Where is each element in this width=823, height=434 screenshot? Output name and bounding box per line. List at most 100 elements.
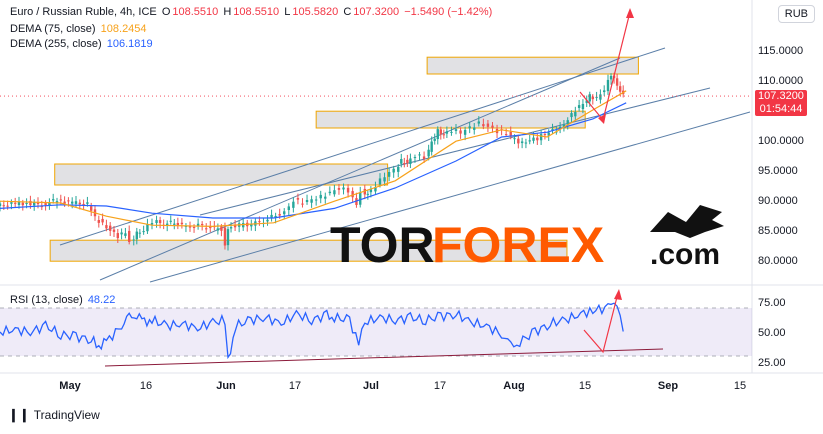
trend-channel-line bbox=[59, 47, 666, 246]
time-tick-label: 16 bbox=[140, 380, 152, 392]
candle-body bbox=[547, 132, 550, 136]
candle-body bbox=[14, 202, 17, 204]
high-value: 108.5510 bbox=[233, 6, 280, 18]
candle-body bbox=[274, 215, 277, 218]
candle-body bbox=[292, 201, 295, 208]
candle-body bbox=[450, 131, 453, 133]
candle-body bbox=[591, 96, 594, 100]
candle-body bbox=[78, 202, 81, 205]
candle-body bbox=[383, 177, 386, 182]
candle-body bbox=[40, 206, 43, 208]
tradingview-logo[interactable]: ❙❙ TradingView bbox=[8, 407, 100, 423]
candle-body bbox=[200, 223, 204, 226]
price-tick-label: 110.0000 bbox=[758, 75, 803, 87]
candle-body bbox=[120, 232, 123, 235]
time-tick-label: Aug bbox=[503, 380, 524, 392]
last-price-tag: 107.3200 01:54:44 bbox=[755, 90, 807, 116]
rsi-tick-label: 50.00 bbox=[758, 327, 786, 339]
symbol-line: Euro / Russian Ruble, 4h, ICE bbox=[10, 6, 157, 18]
candle-body bbox=[387, 171, 391, 177]
candle-body bbox=[296, 198, 300, 200]
candle-body bbox=[301, 203, 304, 205]
candle-body bbox=[142, 231, 145, 233]
candle-body bbox=[539, 134, 543, 141]
candle-body bbox=[319, 194, 322, 199]
rsi-tick-label: 25.00 bbox=[758, 357, 786, 369]
candle-body bbox=[418, 154, 421, 156]
rsi-trendline bbox=[104, 348, 664, 367]
candle-body bbox=[409, 158, 412, 164]
watermark-tor: TOR bbox=[330, 217, 435, 273]
candle-body bbox=[229, 227, 233, 229]
bull-icon bbox=[650, 205, 724, 238]
candle-body bbox=[305, 200, 309, 203]
price-tick-label: 100.0000 bbox=[758, 135, 804, 147]
support-resistance-zone bbox=[49, 239, 568, 262]
dema75-legend[interactable]: DEMA (75, close) 108.2454 bbox=[10, 23, 149, 35]
candle-body bbox=[216, 228, 220, 231]
candle-body bbox=[266, 219, 269, 222]
trend-channel-line bbox=[99, 57, 621, 281]
candle-body bbox=[374, 186, 377, 192]
candle-body bbox=[25, 202, 28, 204]
candle-body bbox=[82, 203, 85, 206]
dema75-label: DEMA (75, close) bbox=[10, 23, 96, 35]
candle-body bbox=[427, 149, 430, 157]
candle-body bbox=[445, 131, 449, 134]
candle-body bbox=[124, 233, 127, 236]
candle-body bbox=[562, 124, 566, 128]
candle-body bbox=[132, 239, 135, 241]
candle-body bbox=[528, 140, 531, 142]
candle-body bbox=[369, 189, 373, 193]
candle-body bbox=[169, 220, 172, 222]
candle-body bbox=[588, 94, 591, 102]
open-value: 108.5510 bbox=[172, 6, 219, 18]
candle-body bbox=[44, 203, 47, 206]
candle-body bbox=[55, 201, 59, 204]
candle-body bbox=[491, 125, 494, 128]
candle-body bbox=[226, 229, 230, 246]
dema255-legend[interactable]: DEMA (255, close) 106.1819 bbox=[10, 38, 155, 50]
candle-body bbox=[158, 220, 162, 224]
candle-body bbox=[97, 220, 100, 223]
candle-body bbox=[324, 196, 327, 199]
time-tick-label: Jun bbox=[216, 380, 236, 392]
time-tick-label: Jul bbox=[363, 380, 379, 392]
candle-body bbox=[138, 232, 142, 234]
candle-body bbox=[196, 223, 200, 227]
candle-body bbox=[205, 228, 208, 230]
support-resistance-zone bbox=[54, 163, 389, 186]
arrow-head bbox=[598, 114, 606, 124]
candle-body bbox=[442, 134, 446, 136]
close-value: 107.3200 bbox=[353, 6, 400, 18]
candle-body bbox=[112, 229, 116, 232]
candle-body bbox=[570, 113, 573, 118]
candle-body bbox=[524, 142, 528, 144]
arrow-head bbox=[626, 8, 634, 18]
support-resistance-zone bbox=[315, 110, 586, 129]
candle-body bbox=[63, 201, 66, 204]
candle-body bbox=[67, 200, 70, 202]
candle-body bbox=[520, 141, 524, 144]
candle-body bbox=[473, 127, 476, 130]
time-tick-label: May bbox=[59, 380, 81, 392]
rsi-projection-arrow bbox=[583, 292, 619, 354]
candle-body bbox=[328, 191, 332, 194]
dema255-line bbox=[0, 102, 627, 219]
candle-body bbox=[581, 103, 585, 110]
tradingview-icon: ❙❙ bbox=[8, 407, 30, 422]
candle-body bbox=[406, 159, 409, 163]
candle-body bbox=[439, 129, 442, 135]
candle-body bbox=[2, 205, 5, 207]
dema75-line bbox=[0, 90, 627, 228]
rsi-legend[interactable]: RSI (13, close) 48.22 bbox=[10, 294, 117, 306]
price-tick-label: 85.0000 bbox=[758, 225, 798, 237]
candle-body bbox=[577, 105, 581, 109]
candle-body bbox=[150, 223, 154, 225]
candle-body bbox=[74, 201, 78, 204]
currency-button[interactable]: RUB bbox=[777, 5, 815, 23]
candle-body bbox=[532, 137, 535, 141]
low-label: L bbox=[284, 6, 291, 18]
